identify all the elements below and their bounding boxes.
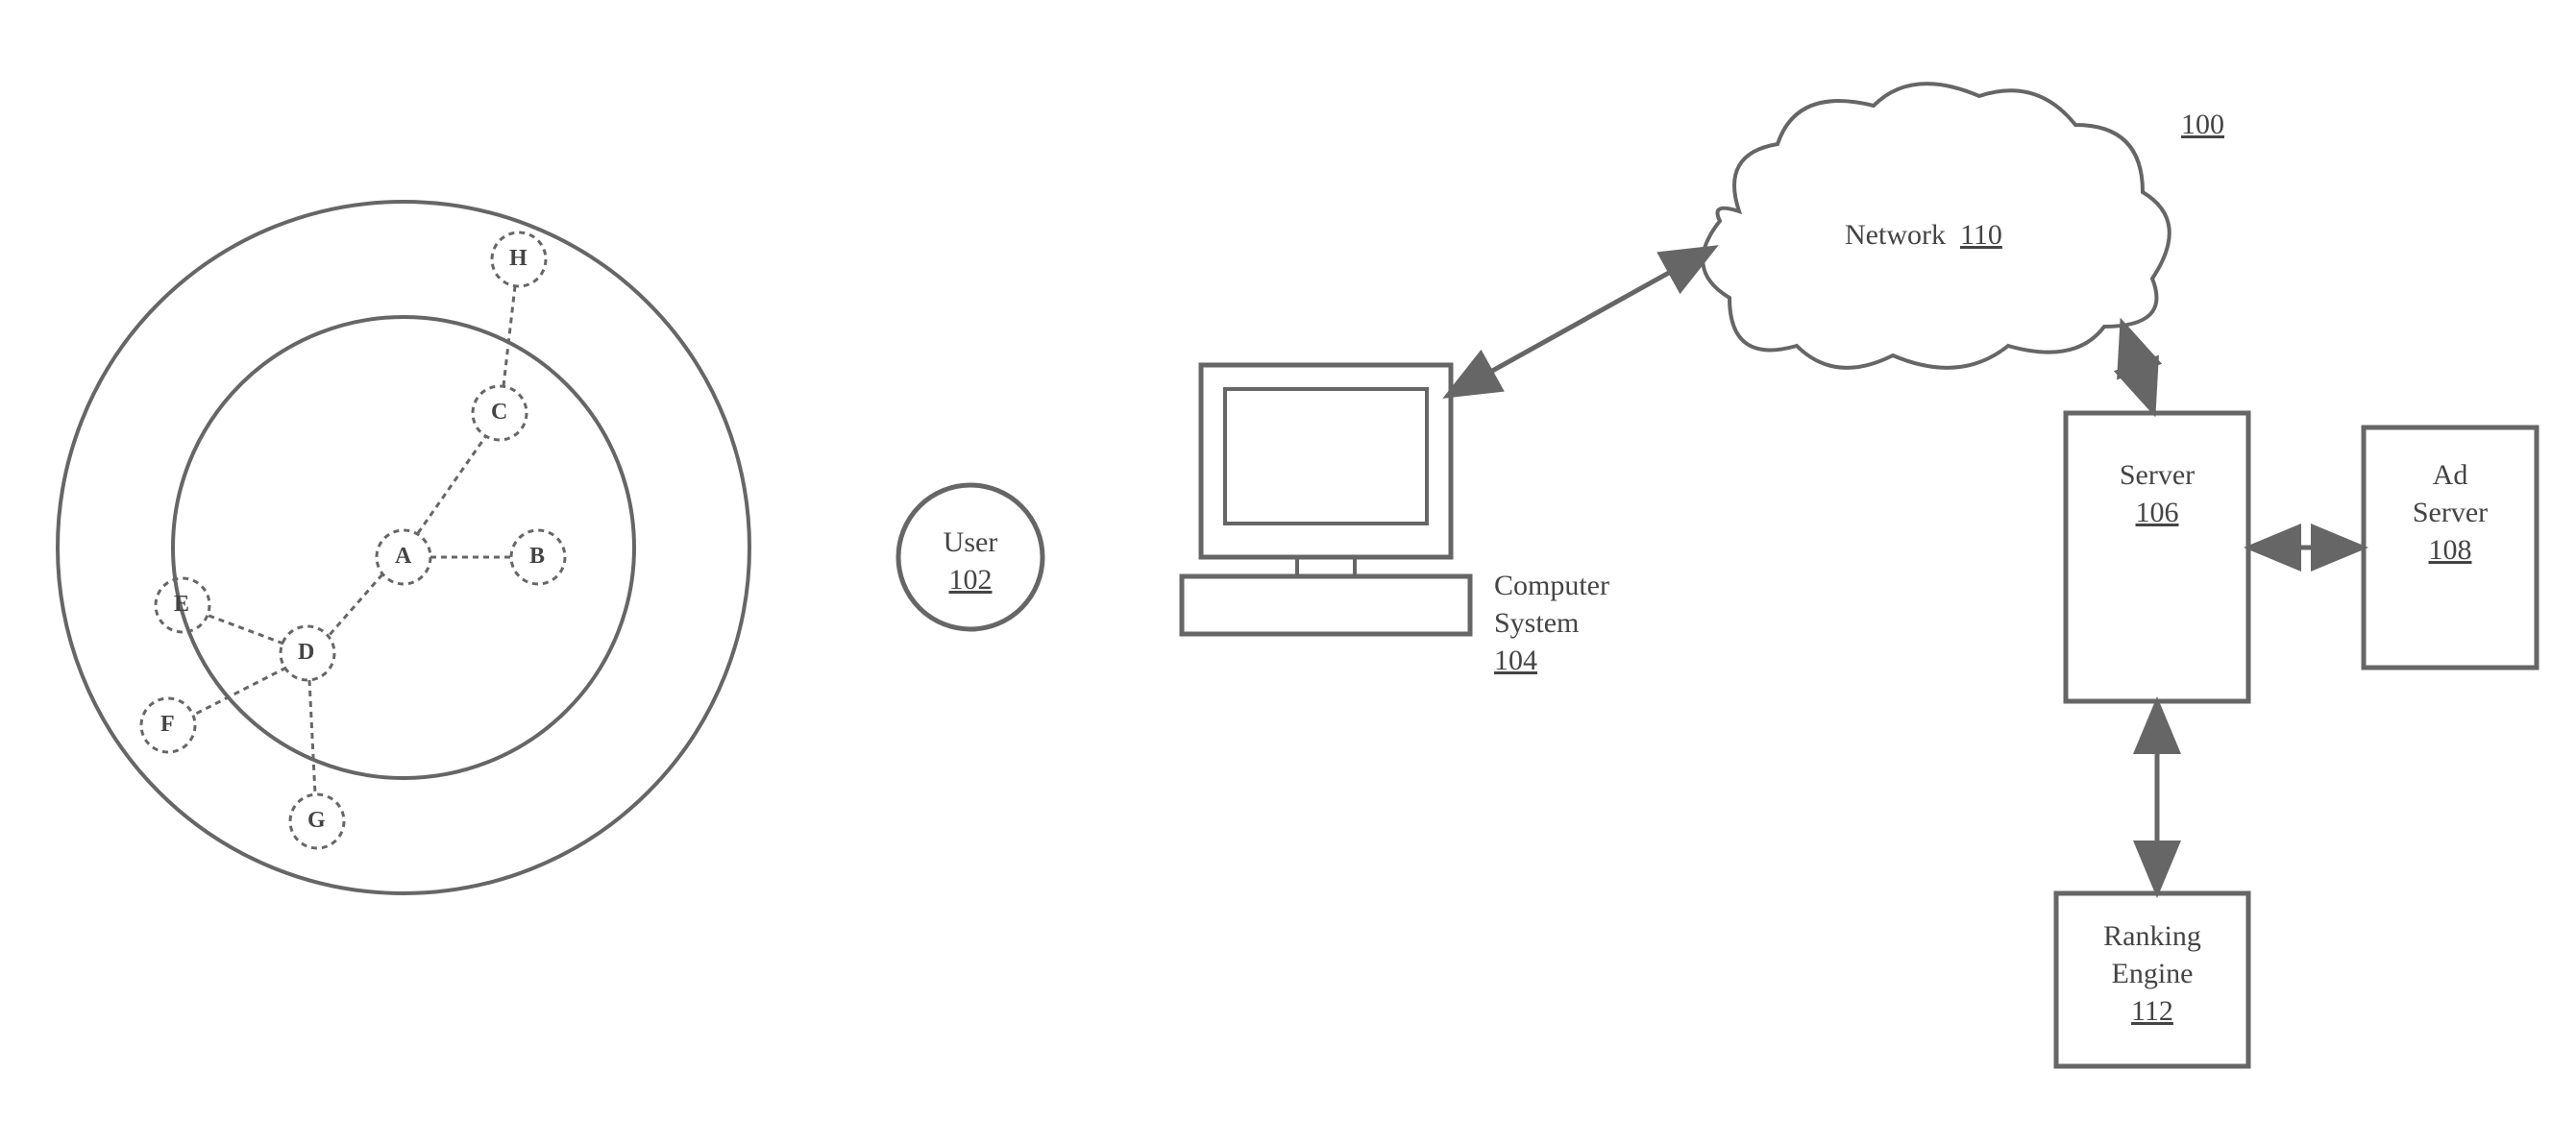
edge-d-g [309, 680, 315, 794]
node-h-label: H [509, 246, 527, 272]
user-ref: 102 [949, 564, 993, 596]
node-b-label: B [529, 544, 545, 570]
node-e-label: E [174, 592, 189, 618]
monitor-stand [1297, 557, 1355, 576]
edge-a-d [329, 574, 382, 636]
edge-d-e [207, 615, 283, 644]
figure-ref: 100 [2181, 106, 2224, 143]
network-label: Network [1845, 219, 1946, 251]
computer-label-1: Computer [1494, 570, 1609, 601]
node-g-label: G [307, 808, 326, 834]
arrow-computer-network [1451, 250, 1710, 394]
computer-base [1182, 576, 1470, 634]
node-c-label: C [491, 400, 507, 426]
server-label: Server [2120, 459, 2195, 491]
ranking-label-1: Ranking [2103, 920, 2201, 952]
computer-ref: 104 [1494, 645, 1537, 676]
node-d-label: D [298, 640, 314, 666]
node-a-label: A [395, 544, 411, 570]
server-ref: 106 [2136, 497, 2179, 528]
edge-c-h [503, 286, 515, 386]
user-label-container: User 102 [932, 524, 1009, 598]
network-ref: 110 [1960, 219, 2002, 251]
node-f-label: F [160, 712, 175, 738]
arrow-network-server [2123, 327, 2152, 408]
ranking-ref: 112 [2131, 995, 2173, 1027]
ad-server-label-container: Ad Server 108 [2402, 456, 2498, 569]
user-label: User [944, 526, 998, 558]
ad-server-label-1: Ad [2433, 459, 2468, 491]
ranking-label-2: Engine [2112, 958, 2194, 989]
computer-label-container: Computer System 104 [1494, 567, 1609, 679]
edge-a-c [418, 437, 485, 533]
computer-label-2: System [1494, 607, 1579, 639]
ranking-label-container: Ranking Engine 112 [2085, 917, 2220, 1030]
ad-server-ref: 108 [2429, 534, 2472, 566]
network-label-container: Network 110 [1845, 216, 2002, 254]
monitor-outer [1201, 365, 1451, 557]
server-label-container: Server 106 [2104, 456, 2210, 531]
monitor-screen [1225, 389, 1427, 524]
ad-server-label-2: Server [2413, 497, 2488, 528]
